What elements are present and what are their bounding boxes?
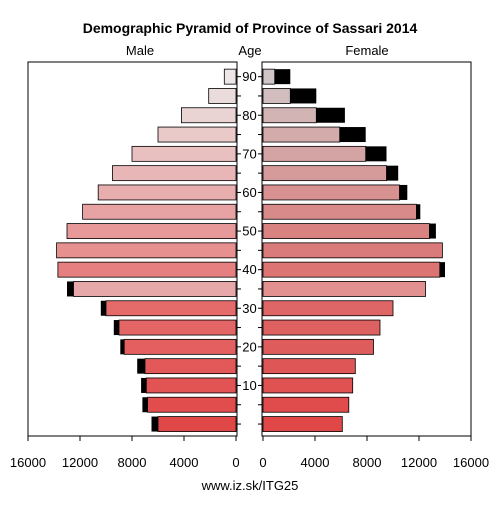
male-bar-25-29 — [118, 319, 237, 336]
female-bar-40-44 — [262, 261, 441, 278]
female-bar-5-9 — [262, 396, 350, 413]
male-bar-30-34 — [105, 300, 237, 317]
female-bar-10-14 — [262, 377, 354, 394]
male-x-tick-label: 16000 — [10, 455, 46, 470]
female-excess-bar-70-74 — [365, 146, 387, 162]
female-excess-bar-80-84 — [316, 107, 345, 123]
female-excess-bar-50-54 — [429, 223, 436, 239]
male-bar-5-9 — [147, 396, 237, 413]
axes-layer: 10 20 30 40 50 60 70 80 90 16000 12000 8000 4000 0 0 40… — [10, 69, 489, 470]
male-x-tick-label: 0 — [232, 455, 239, 470]
male-bar-55-59 — [82, 203, 237, 220]
female-excess-bar-85-89 — [290, 88, 317, 104]
male-label: Male — [126, 43, 154, 58]
male-excess-bar-10-14 — [141, 377, 147, 393]
male-bar-75-79 — [157, 126, 237, 143]
male-bar-50-54 — [66, 223, 237, 239]
age-tick-label: 70 — [242, 146, 256, 161]
male-excess-bar-35-39 — [67, 281, 74, 297]
male-bar-20-24 — [123, 338, 237, 355]
age-tick-label: 50 — [242, 224, 256, 239]
female-label: Female — [345, 43, 388, 58]
male-bar-65-69 — [112, 165, 237, 182]
male-bar-80-84 — [180, 107, 237, 124]
female-bar-90+ — [262, 68, 276, 85]
female-bar-60-64 — [262, 184, 400, 201]
female-excess-bar-90+ — [274, 69, 291, 85]
male-bar-70-74 — [131, 145, 237, 162]
age-tick-label: 80 — [242, 108, 256, 123]
female-bar-75-79 — [262, 126, 341, 143]
female-x-tick-label: 16000 — [453, 455, 489, 470]
male-bar-60-64 — [97, 184, 237, 201]
female-bar-30-34 — [262, 300, 394, 317]
female-x-tick-label: 4000 — [301, 455, 330, 470]
male-bar-45-49 — [56, 242, 237, 259]
female-bar-15-19 — [262, 358, 356, 375]
female-bar-85-89 — [262, 88, 291, 104]
female-bar-65-69 — [262, 165, 387, 182]
female-bar-20-24 — [262, 338, 374, 355]
male-bar-15-19 — [144, 358, 237, 375]
female-excess-bar-60-64 — [399, 184, 408, 200]
female-x-tick-label: 8000 — [353, 455, 382, 470]
male-bar-90+ — [223, 68, 237, 85]
age-tick-label: 90 — [242, 69, 256, 84]
female-bar-50-54 — [262, 223, 430, 239]
female-bar-80-84 — [262, 107, 317, 124]
male-bar-40-44 — [57, 261, 237, 278]
male-excess-bar-15-19 — [137, 358, 145, 374]
footer-source: www.iz.sk/ITG25 — [201, 478, 299, 493]
female-bar-45-49 — [262, 242, 443, 259]
female-x-tick-label: 0 — [259, 455, 266, 470]
male-x-tick-label: 12000 — [62, 455, 98, 470]
female-excess-bar-55-59 — [416, 204, 421, 220]
female-excess-bar-75-79 — [339, 127, 366, 143]
male-x-tick-label: 4000 — [170, 455, 199, 470]
male-excess-bar-20-24 — [120, 339, 125, 355]
male-bar-0-4 — [157, 416, 237, 432]
female-bar-0-4 — [262, 416, 343, 432]
male-excess-bar-5-9 — [142, 397, 148, 413]
chart-title: Demographic Pyramid of Province of Sassa… — [83, 20, 418, 36]
age-tick-label: 40 — [242, 262, 256, 277]
female-bar-55-59 — [262, 203, 417, 220]
male-excess-bar-25-29 — [113, 320, 119, 336]
age-label: Age — [238, 43, 261, 58]
age-tick-label: 30 — [242, 301, 256, 316]
female-bar-25-29 — [262, 319, 381, 336]
male-excess-bar-0-4 — [151, 416, 158, 432]
female-bar-35-39 — [262, 281, 426, 297]
age-tick-label: 60 — [242, 185, 256, 200]
female-excess-bar-65-69 — [386, 165, 399, 181]
male-bar-10-14 — [145, 377, 237, 394]
female-excess-bar-40-44 — [439, 262, 445, 278]
female-x-tick-label: 12000 — [401, 455, 437, 470]
male-bar-85-89 — [208, 88, 237, 104]
age-tick-label: 10 — [242, 378, 256, 393]
male-excess-bar-30-34 — [100, 300, 106, 316]
female-bar-70-74 — [262, 145, 367, 162]
bars-layer — [56, 68, 445, 432]
male-x-tick-label: 8000 — [118, 455, 147, 470]
male-bar-35-39 — [73, 281, 237, 297]
age-tick-label: 20 — [242, 339, 256, 354]
